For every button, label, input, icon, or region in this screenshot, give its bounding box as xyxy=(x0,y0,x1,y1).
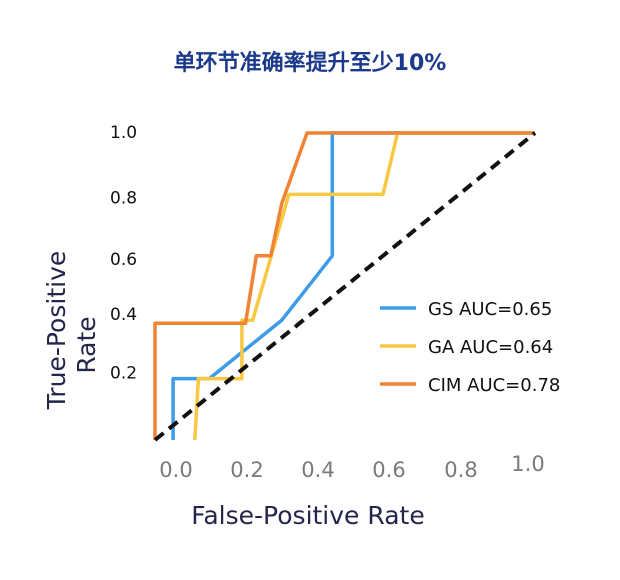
chance-line xyxy=(153,131,537,442)
y-tick-label: 0.2 xyxy=(110,364,137,384)
y-tick-label: 0.8 xyxy=(110,188,137,208)
y-axis-label-line-1: True-Positive xyxy=(42,251,71,411)
legend-label: GS AUC=0.65 xyxy=(428,299,552,320)
x-tick-label: 0.0 xyxy=(159,458,192,482)
series-line-2 xyxy=(153,131,535,440)
legend-label: CIM AUC=0.78 xyxy=(428,375,560,396)
y-tick-label: 0.6 xyxy=(110,250,137,270)
y-axis-label-line-2: Rate xyxy=(72,316,101,373)
x-tick-label: 0.2 xyxy=(230,458,263,482)
legend: GS AUC=0.65 GA AUC=0.64 CIM AUC=0.78 xyxy=(380,299,560,396)
y-tick-labels: 0.2 0.4 0.6 0.8 1.0 xyxy=(110,123,137,384)
y-tick-label: 0.4 xyxy=(110,305,137,325)
x-tick-label: 1.0 xyxy=(511,452,544,476)
x-tick-label: 0.6 xyxy=(372,458,405,482)
y-axis-label: True-Positive Rate xyxy=(42,251,101,411)
chart-title: 单环节准确率提升至少10% xyxy=(174,50,447,76)
x-tick-label: 0.4 xyxy=(301,458,334,482)
x-tick-labels: 0.0 0.2 0.4 0.6 0.8 1.0 xyxy=(159,452,544,482)
x-axis-label: False-Positive Rate xyxy=(191,501,424,530)
series-line-1 xyxy=(193,131,535,441)
legend-label: GA AUC=0.64 xyxy=(428,337,553,358)
x-tick-label: 0.8 xyxy=(444,458,477,482)
y-tick-label: 1.0 xyxy=(110,123,137,143)
plot-lines xyxy=(153,131,537,442)
